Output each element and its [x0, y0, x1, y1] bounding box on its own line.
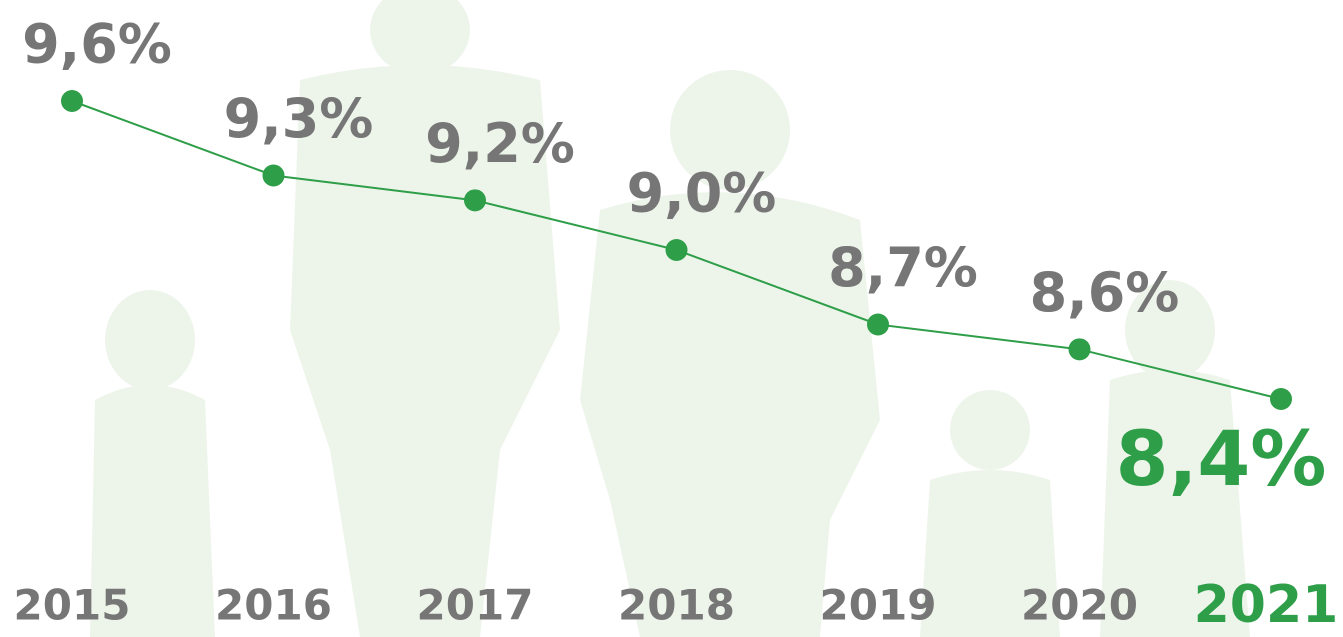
point: [61, 90, 83, 112]
x-tick-label: 2020: [1021, 581, 1138, 630]
x-tick-label: 2015: [14, 581, 131, 630]
value-label: 9,2%: [425, 112, 575, 175]
x-tick-label: 2021: [1194, 575, 1339, 635]
x-tick-label: 2016: [215, 581, 332, 630]
point: [464, 189, 486, 211]
x-tick-label: 2017: [417, 581, 534, 630]
point: [263, 165, 285, 187]
point: [867, 314, 889, 336]
value-label: 8,4%: [1116, 414, 1327, 503]
x-tick-label: 2019: [820, 581, 937, 630]
value-label: 9,0%: [627, 162, 777, 225]
value-label: 9,6%: [22, 13, 172, 76]
value-label: 8,6%: [1030, 261, 1180, 324]
chart: 9,6% 2015 9,3% 2016 9,2% 2017 9,0% 2018 8,7% 2019…: [0, 0, 1343, 637]
point: [666, 239, 688, 261]
value-label: 8,7%: [828, 236, 978, 299]
point: [1270, 388, 1292, 410]
value-label: 9,3%: [224, 87, 374, 150]
x-tick-label: 2018: [618, 581, 735, 630]
point: [1069, 338, 1091, 360]
